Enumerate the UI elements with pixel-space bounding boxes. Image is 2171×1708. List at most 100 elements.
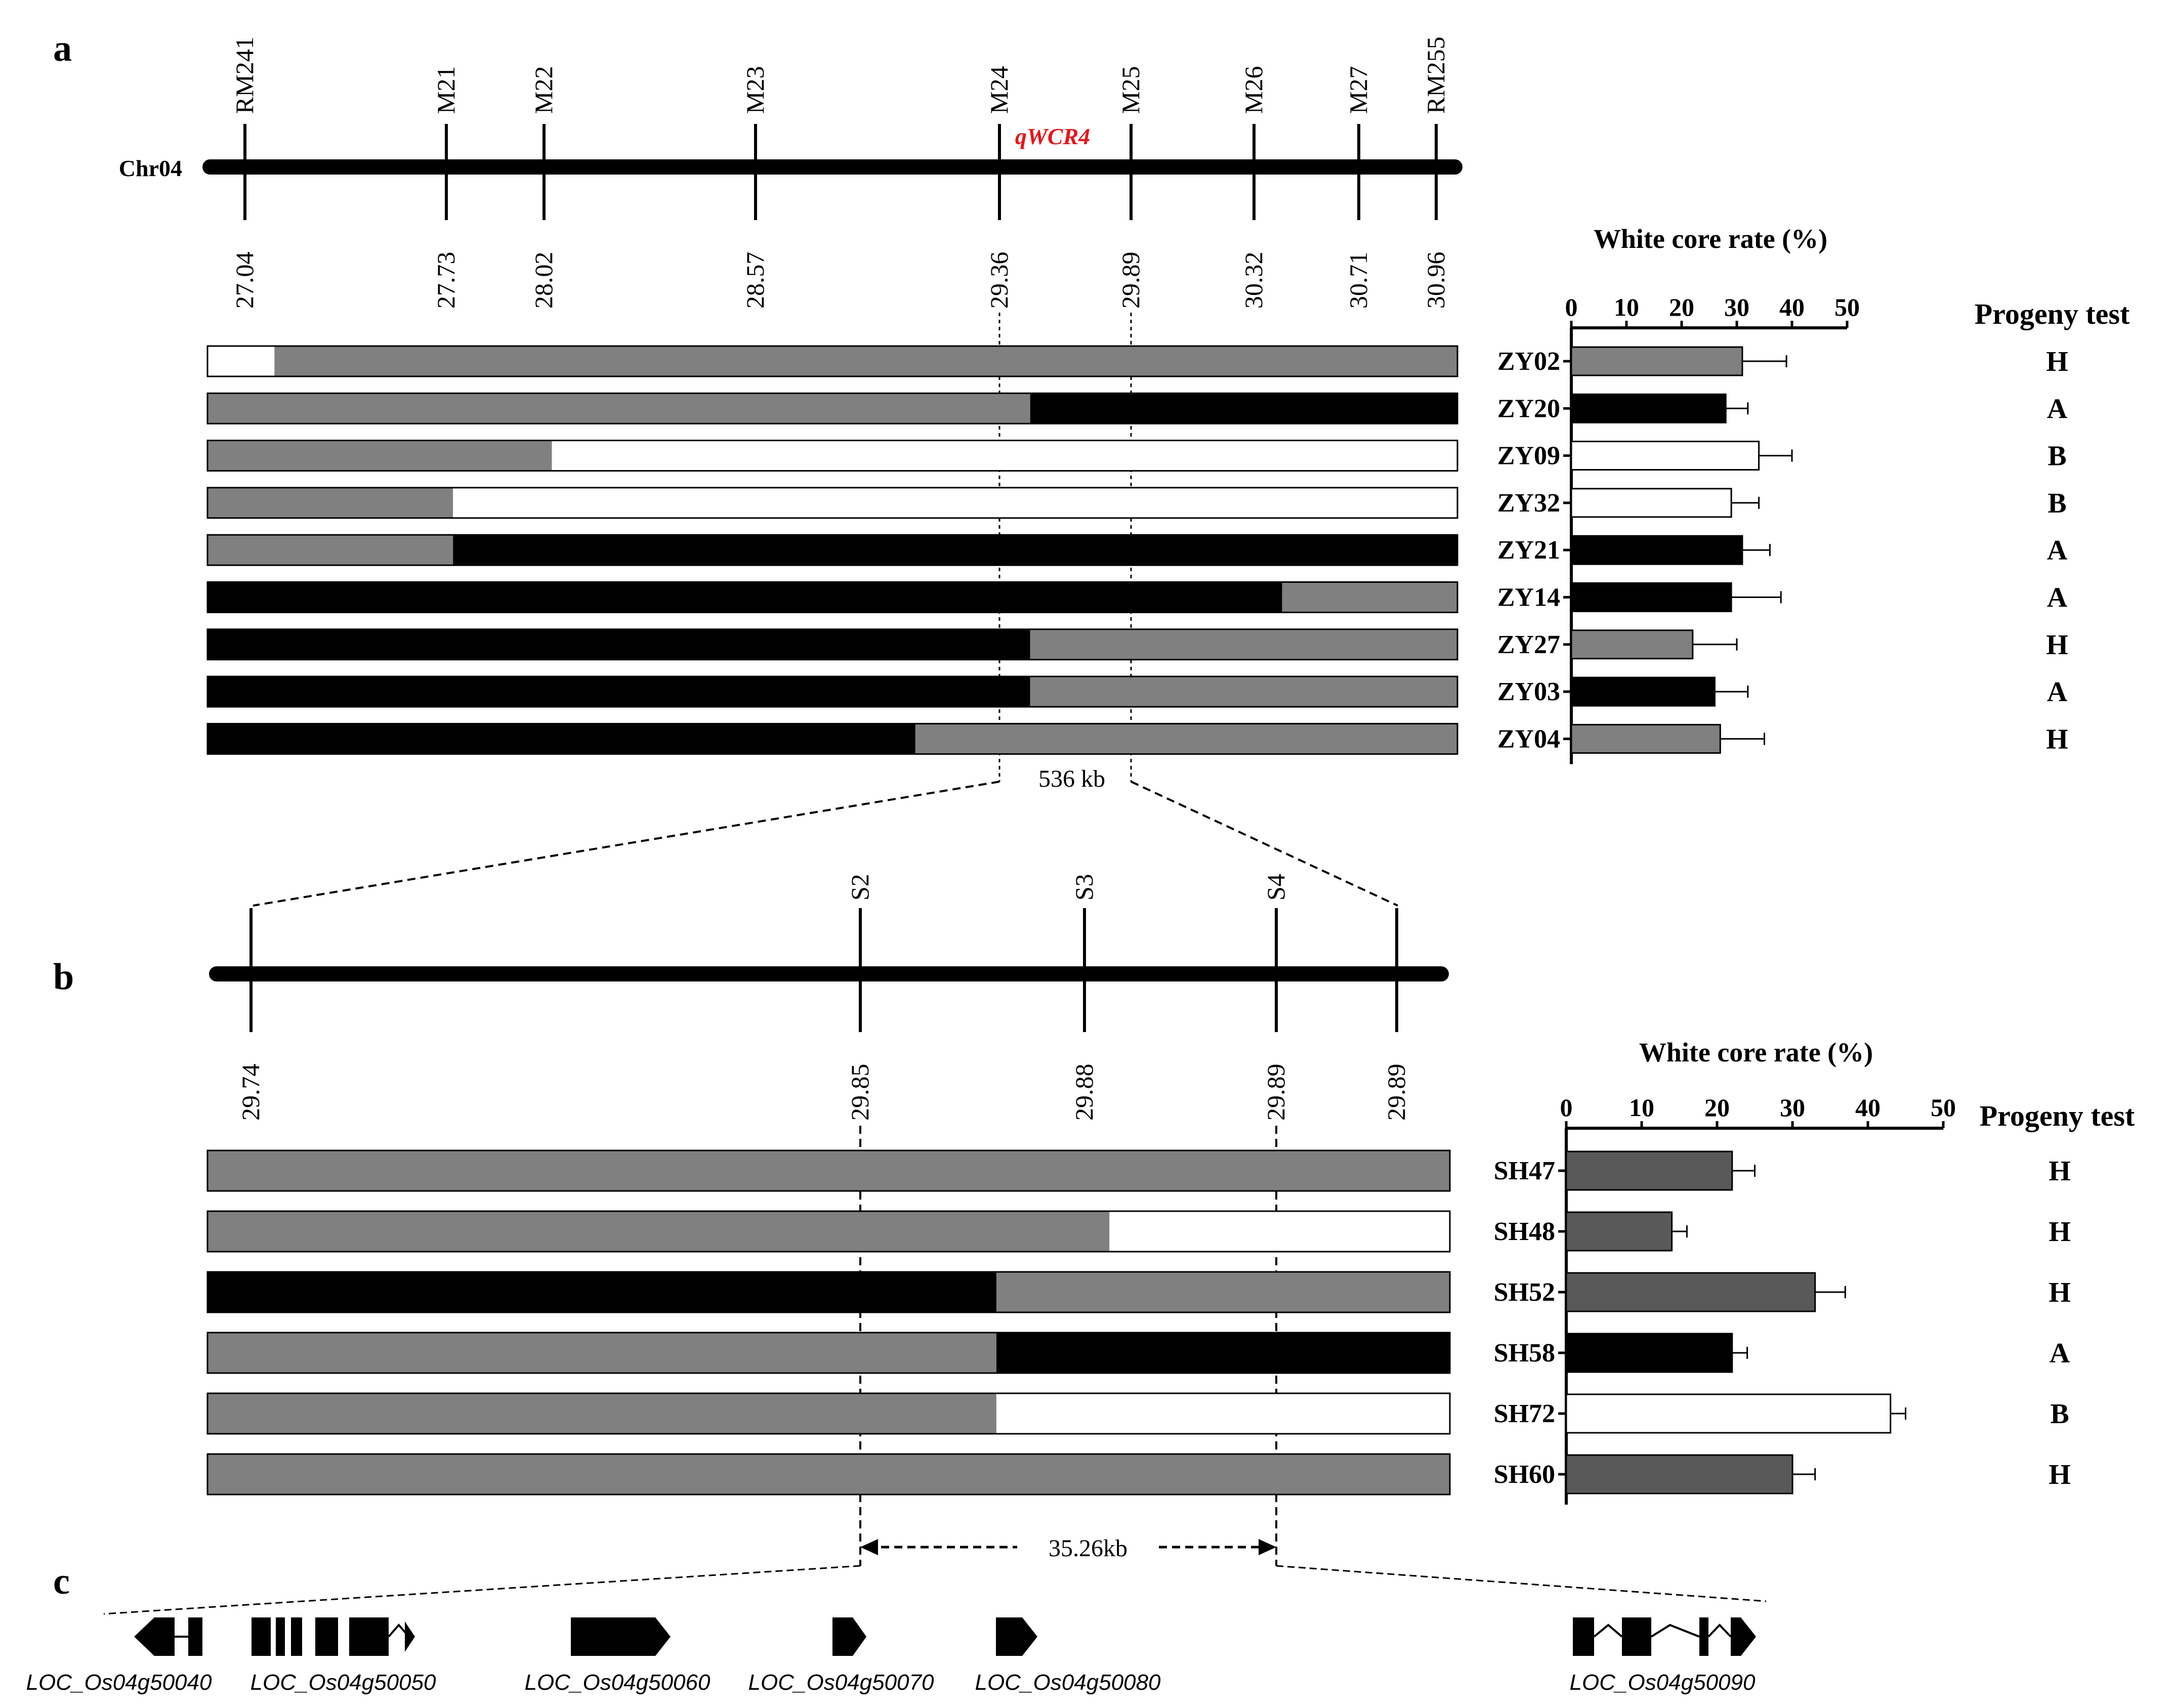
marker-name: RM241 <box>230 36 259 114</box>
gene-model-loc-os04g50040 <box>134 1617 202 1656</box>
marker-names-b: S2 S3 S4 <box>846 874 1290 901</box>
panel-c: c <box>26 1561 1756 1695</box>
marker-positions-a: 27.04 27.73 28.02 28.57 29.36 29.89 30.3… <box>230 252 1450 309</box>
recombinant-row-zy27 <box>206 628 1458 661</box>
marker-position: 29.89 <box>1262 1064 1290 1121</box>
marker-position: 30.32 <box>1239 252 1268 309</box>
white-core-bar <box>1565 1393 1892 1434</box>
marker-names-a: RM241 M21 M22 M23 M24 M25 M26 M27 RM255 <box>230 36 1450 114</box>
row-outline <box>206 1332 1451 1374</box>
recombinant-row-zy20 <box>206 392 1458 424</box>
x-tick-label: 50 <box>1931 1093 1956 1122</box>
white-core-bar <box>1570 441 1760 471</box>
marker-ticks-b <box>249 908 1398 1032</box>
marker-name: M26 <box>1239 66 1268 114</box>
marker-name: M21 <box>432 66 460 114</box>
progeny-result: H <box>2049 1277 2071 1308</box>
row-outline <box>206 345 1458 377</box>
white-core-bar <box>1570 723 1721 754</box>
panel-c-label: c <box>53 1561 70 1602</box>
marker-position: 29.88 <box>1070 1064 1098 1121</box>
x-tick-label: 40 <box>1855 1093 1881 1122</box>
genotype-segment <box>996 1393 1450 1434</box>
white-core-bar <box>1570 393 1727 423</box>
recombinant-row-sh52 <box>206 1271 1451 1313</box>
interval-label: 35.26kb <box>1049 1535 1128 1562</box>
white-core-bar <box>1570 582 1732 612</box>
genotype-segment <box>207 393 1030 424</box>
genotype-segment <box>207 1150 1450 1191</box>
genotype-segment <box>207 582 1282 613</box>
progeny-result: A <box>2047 676 2068 708</box>
white-core-bar <box>1570 676 1716 707</box>
progeny-result: B <box>2048 488 2066 519</box>
genotype-segment <box>207 723 915 754</box>
white-core-bar <box>1565 1211 1673 1252</box>
white-core-bar <box>1570 346 1743 376</box>
recombinant-row-zy32 <box>206 487 1458 519</box>
recombinant-row-zy04 <box>206 722 1458 755</box>
genotype-segment <box>207 535 453 566</box>
marker-name: M23 <box>741 66 769 114</box>
genotype-segment <box>1282 582 1457 613</box>
recombinant-rows-b <box>206 1149 1451 1496</box>
row-outline <box>206 534 1458 566</box>
genotype-segment <box>1109 1211 1450 1252</box>
row-outline <box>206 1453 1451 1496</box>
interval-arrow-b: 35.26kb <box>860 1535 1276 1562</box>
gene-model-loc-os04g50060 <box>571 1617 671 1656</box>
row-outline <box>206 440 1458 472</box>
progeny-header: Progeny test <box>1980 1099 2135 1132</box>
x-tick-label: 30 <box>1724 293 1749 321</box>
row-label: SH47 <box>1494 1157 1555 1185</box>
marker-position: 27.73 <box>432 252 460 309</box>
x-tick-label: 20 <box>1669 293 1694 321</box>
row-label: SH58 <box>1494 1339 1555 1368</box>
progeny-result: H <box>2046 723 2068 755</box>
genotype-segment <box>207 1272 996 1312</box>
genotype-segment <box>1030 393 1457 424</box>
row-label: ZY02 <box>1497 347 1560 376</box>
gene-label: LOC_Os04g50050 <box>251 1670 436 1695</box>
white-core-bar <box>1570 535 1743 565</box>
white-core-chart-b: White core rate (%) Progeny test 0 10 20 30… <box>1494 1037 2135 1505</box>
genotype-segment <box>552 440 1457 471</box>
row-outline <box>206 1149 1451 1192</box>
gene-model-loc-os04g50050 <box>252 1617 415 1656</box>
white-core-bar <box>1570 488 1732 518</box>
genotype-segment <box>453 487 1457 518</box>
white-core-bar <box>1565 1272 1816 1312</box>
gene-model-loc-os04g50080 <box>996 1617 1037 1656</box>
zoom-lines-a-to-b <box>253 781 1398 907</box>
recombinant-row-zy09 <box>206 440 1458 472</box>
row-outline <box>206 628 1458 661</box>
row-label: ZY20 <box>1497 394 1560 423</box>
gene-labels: LOC_Os04g50040 LOC_Os04g50050 LOC_Os04g5… <box>26 1670 1756 1695</box>
progeny-result: A <box>2047 393 2068 424</box>
row-label: ZY32 <box>1497 489 1560 518</box>
panel-b-label: b <box>53 956 74 998</box>
marker-position: 28.57 <box>741 252 769 309</box>
x-tick-label: 10 <box>1629 1093 1654 1122</box>
zoom-lines-b-to-c <box>103 1565 1767 1615</box>
gene-model-loc-os04g50070 <box>832 1617 866 1656</box>
dashed-guides-b <box>859 1126 1277 1566</box>
progeny-result: H <box>2049 1156 2071 1187</box>
genotype-segment <box>207 346 275 376</box>
x-tick-label: 50 <box>1834 293 1860 321</box>
marker-position: 30.71 <box>1344 252 1372 309</box>
row-label: ZY27 <box>1497 630 1560 659</box>
genotype-segment <box>207 487 453 518</box>
recombinant-row-zy14 <box>206 581 1458 613</box>
marker-name: M24 <box>985 66 1013 114</box>
gene-model-loc-os04g50090 <box>1573 1617 1756 1656</box>
marker-position: 29.85 <box>846 1064 874 1121</box>
row-outline <box>206 1392 1451 1435</box>
row-label: ZY03 <box>1497 677 1560 706</box>
x-tick-label: 10 <box>1614 293 1639 321</box>
recombinant-rows-a <box>206 345 1458 755</box>
row-outline <box>206 675 1458 708</box>
panel-a-label: a <box>53 28 72 69</box>
progeny-result: H <box>2046 629 2068 661</box>
genotype-segment <box>915 723 1457 754</box>
